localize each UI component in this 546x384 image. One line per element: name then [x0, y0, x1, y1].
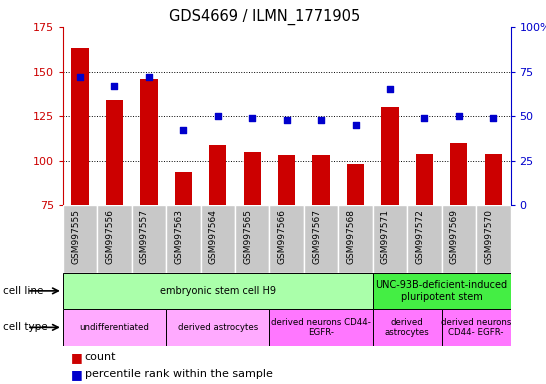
Bar — [476, 205, 511, 273]
Bar — [106, 100, 123, 205]
Text: GSM997565: GSM997565 — [243, 209, 252, 264]
Point — [454, 113, 463, 119]
Bar — [63, 273, 373, 309]
Text: GSM997572: GSM997572 — [416, 209, 424, 264]
Text: undifferentiated: undifferentiated — [80, 323, 150, 332]
Point — [213, 113, 222, 119]
Bar — [442, 309, 511, 346]
Bar — [97, 205, 132, 273]
Text: cell line: cell line — [3, 286, 43, 296]
Text: GSM997566: GSM997566 — [278, 209, 287, 264]
Bar — [132, 205, 166, 273]
Bar — [381, 107, 399, 205]
Point — [317, 117, 325, 123]
Point — [489, 115, 497, 121]
Bar — [312, 156, 330, 205]
Bar — [407, 205, 442, 273]
Text: GSM997557: GSM997557 — [140, 209, 149, 264]
Point — [110, 83, 119, 89]
Bar — [304, 205, 339, 273]
Bar — [269, 205, 304, 273]
Bar — [63, 205, 97, 273]
Bar — [278, 156, 295, 205]
Point — [282, 117, 291, 123]
Text: GSM997571: GSM997571 — [381, 209, 390, 264]
Text: derived
astrocytes: derived astrocytes — [385, 318, 430, 337]
Bar — [209, 145, 227, 205]
Point — [351, 122, 360, 128]
Point — [385, 86, 394, 93]
Bar — [235, 205, 269, 273]
Bar — [175, 172, 192, 205]
Text: count: count — [85, 352, 116, 362]
Text: GSM997569: GSM997569 — [450, 209, 459, 264]
Text: UNC-93B-deficient-induced
pluripotent stem: UNC-93B-deficient-induced pluripotent st… — [376, 280, 508, 302]
Text: cell type: cell type — [3, 322, 48, 333]
Text: ■: ■ — [71, 351, 83, 364]
Bar — [166, 309, 269, 346]
Point — [179, 127, 188, 134]
Text: embryonic stem cell H9: embryonic stem cell H9 — [160, 286, 276, 296]
Bar — [200, 205, 235, 273]
Bar — [347, 164, 364, 205]
Text: derived neurons
CD44- EGFR-: derived neurons CD44- EGFR- — [441, 318, 511, 337]
Bar — [442, 205, 476, 273]
Bar — [244, 152, 261, 205]
Bar — [373, 205, 407, 273]
Text: GSM997556: GSM997556 — [105, 209, 115, 264]
Bar — [339, 205, 373, 273]
Text: percentile rank within the sample: percentile rank within the sample — [85, 369, 272, 379]
Text: GSM997570: GSM997570 — [484, 209, 493, 264]
Text: GSM997563: GSM997563 — [174, 209, 183, 264]
Text: GSM997567: GSM997567 — [312, 209, 321, 264]
Point — [248, 115, 257, 121]
Text: GSM997555: GSM997555 — [71, 209, 80, 264]
Bar — [63, 309, 166, 346]
Bar — [166, 205, 200, 273]
Bar — [269, 309, 373, 346]
Text: GDS4669 / ILMN_1771905: GDS4669 / ILMN_1771905 — [169, 9, 360, 25]
Text: GSM997564: GSM997564 — [209, 209, 218, 264]
Text: GSM997568: GSM997568 — [347, 209, 355, 264]
Bar — [373, 309, 442, 346]
Bar — [373, 273, 511, 309]
Text: ■: ■ — [71, 368, 83, 381]
Bar — [72, 48, 88, 205]
Point — [420, 115, 429, 121]
Bar — [416, 154, 433, 205]
Point — [76, 74, 85, 80]
Bar — [450, 143, 467, 205]
Text: derived astrocytes: derived astrocytes — [177, 323, 258, 332]
Text: derived neurons CD44-
EGFR-: derived neurons CD44- EGFR- — [271, 318, 371, 337]
Bar — [485, 154, 502, 205]
Bar — [140, 79, 157, 205]
Point — [145, 74, 153, 80]
